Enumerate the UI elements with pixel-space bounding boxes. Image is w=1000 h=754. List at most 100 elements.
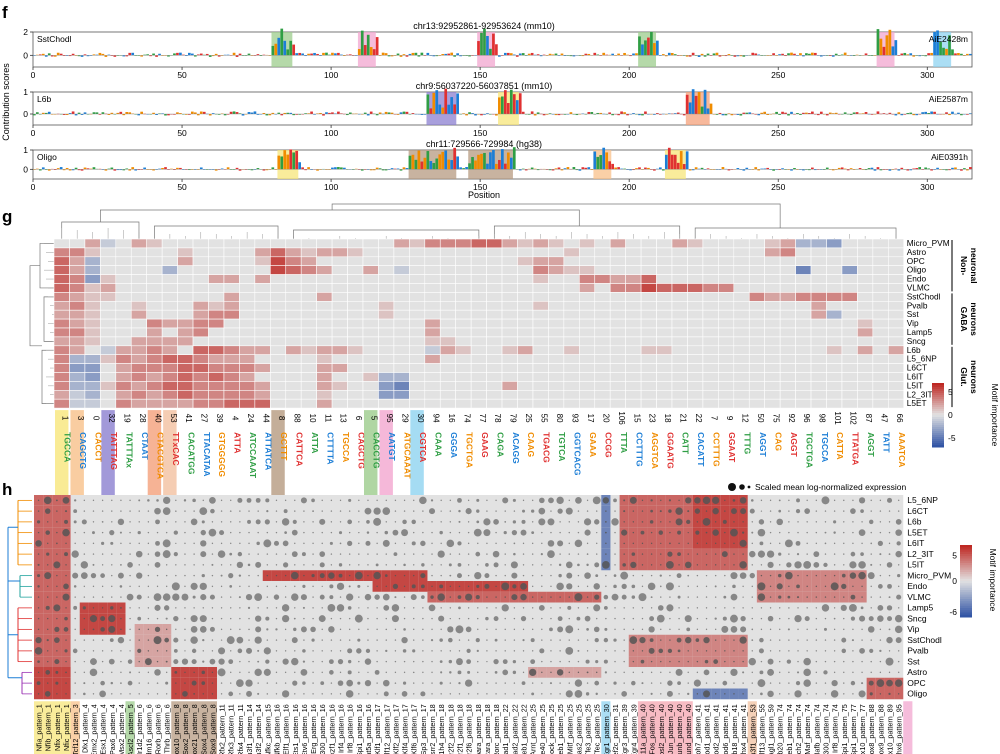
heatmap-cell	[239, 265, 256, 275]
expression-dot	[56, 531, 58, 534]
heatmap-cell	[810, 389, 827, 400]
heatmap-cell	[517, 309, 534, 320]
expression-dot	[696, 671, 699, 674]
heatmap-cell	[177, 327, 194, 338]
expression-dot	[92, 531, 95, 535]
expression-dot	[742, 607, 744, 609]
logo-bar	[247, 112, 251, 114]
column-label: Pou3f2_pattern_14	[254, 704, 263, 754]
heatmap-cell	[841, 381, 858, 391]
expression-dot	[83, 553, 86, 555]
heatmap-cell	[548, 389, 565, 400]
heatmap-cell	[548, 318, 565, 329]
column-index-label: 98	[818, 414, 827, 423]
heatmap-cell	[100, 283, 117, 293]
logo-bar	[137, 114, 141, 116]
expression-dot	[467, 499, 470, 502]
expression-dot	[37, 585, 40, 588]
logo-bar	[262, 112, 266, 114]
expression-dot	[275, 617, 278, 620]
logo-bar	[775, 55, 778, 56]
expression-dot	[138, 499, 141, 502]
expression-dot	[437, 550, 445, 558]
heatmap-cell	[733, 398, 750, 409]
logo-bar	[569, 55, 573, 57]
heatmap-cell	[532, 354, 549, 364]
expression-dot	[184, 574, 186, 577]
expression-dot	[504, 553, 506, 555]
logo-bar	[35, 54, 39, 56]
expression-dot	[797, 521, 799, 523]
heatmap-cell	[779, 247, 796, 258]
expression-dot	[65, 542, 67, 545]
expression-dot	[192, 595, 196, 599]
expression-dot	[457, 562, 462, 567]
expression-dot	[476, 509, 480, 513]
expression-dot	[358, 693, 360, 695]
expression-dot	[669, 671, 671, 674]
heatmap-cell	[532, 372, 549, 382]
expression-dot	[458, 509, 461, 513]
logo-bar	[635, 53, 638, 56]
expression-dot	[440, 521, 442, 523]
expression-dot	[850, 508, 856, 514]
expression-dot	[879, 639, 882, 641]
expression-dot	[531, 628, 534, 631]
heatmap-cell	[362, 372, 379, 382]
expression-dot	[696, 650, 699, 652]
heatmap-cell	[594, 309, 611, 320]
logo-bar	[414, 159, 418, 170]
expression-dot	[138, 510, 140, 512]
heatmap-cell	[486, 256, 503, 266]
expression-dot	[806, 639, 808, 641]
expression-dot	[147, 553, 150, 555]
heatmap-cell	[146, 274, 163, 284]
expression-dot	[35, 636, 42, 644]
group-label: neurons	[969, 360, 979, 394]
heatmap-cell	[857, 265, 874, 275]
heatmap-cell	[285, 292, 302, 302]
column-index-label: 19	[122, 414, 131, 423]
expression-dot	[56, 650, 58, 652]
row-label: SstChodl	[907, 635, 942, 645]
expression-dot	[687, 532, 689, 534]
logo-bar	[831, 113, 835, 114]
expression-dot	[175, 510, 177, 512]
heatmap-cell	[439, 389, 456, 400]
logo-bar	[942, 169, 945, 170]
heatmap-cell	[393, 256, 410, 266]
expression-dot	[165, 564, 168, 566]
expression-dot	[129, 639, 131, 641]
expression-dot	[531, 553, 534, 555]
column-index-label: 28	[138, 414, 147, 423]
expression-dot	[677, 552, 681, 556]
expression-dot	[92, 499, 95, 502]
heatmap-cell	[609, 354, 626, 364]
logo-bar	[167, 55, 170, 57]
heatmap-cell	[841, 327, 858, 338]
heatmap-cell	[470, 318, 487, 329]
colorbar-title: Motif importance	[988, 549, 998, 612]
logo-bar	[471, 156, 474, 170]
column-index-label: 5	[370, 416, 379, 421]
expression-dot	[623, 639, 625, 641]
expression-dot	[511, 594, 518, 601]
column-label: Ep300_pattern_16	[318, 704, 327, 754]
logo-bar	[831, 169, 835, 171]
expression-dot	[678, 617, 680, 620]
expression-dot	[714, 564, 717, 566]
heatmap-cell	[192, 238, 209, 249]
expression-dot	[787, 595, 791, 599]
colorbar-step	[932, 391, 944, 394]
heatmap-cell	[532, 265, 549, 275]
heatmap-cell	[239, 372, 256, 382]
colorbar-step	[960, 565, 972, 568]
heatmap-cell	[254, 292, 271, 302]
heatmap-cell	[331, 363, 348, 373]
logo-bar	[304, 55, 307, 57]
expression-dot	[751, 682, 753, 684]
logo-bar	[963, 55, 966, 56]
logo-bar	[393, 168, 397, 170]
expression-dot	[757, 679, 766, 688]
expression-dot	[586, 596, 589, 598]
